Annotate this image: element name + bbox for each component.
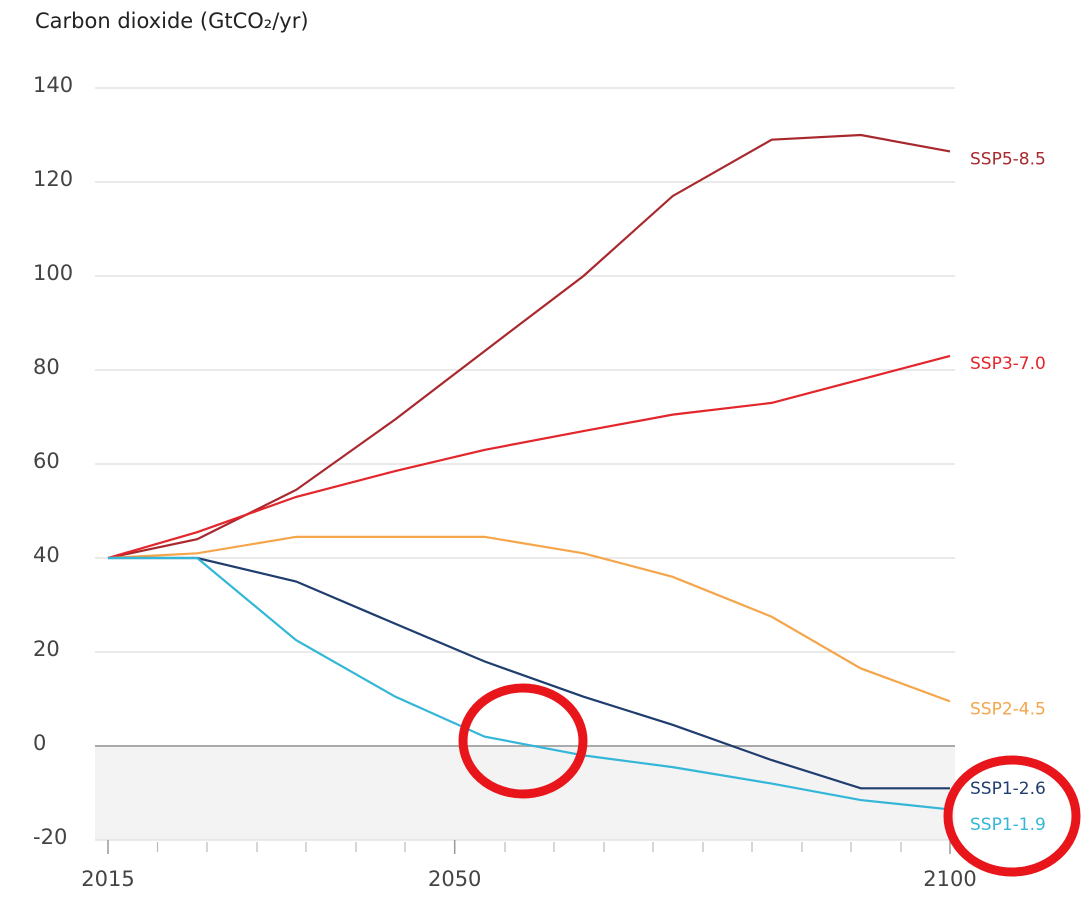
- series-label: SSP5-8.5: [970, 149, 1046, 169]
- y-tick-label: 0: [33, 731, 46, 755]
- series-line: [108, 556, 951, 811]
- y-tick-label: 140: [33, 73, 73, 97]
- y-tick-label: 20: [33, 637, 60, 661]
- series-label: SSP1-1.9: [970, 815, 1046, 835]
- series-line: [107, 535, 951, 703]
- series-label: SSP1-2.6: [970, 779, 1046, 799]
- plot: -20 0 20 40 60 80 100 120 140 2015 2050 2100 SSP5-8.…: [33, 73, 1046, 891]
- y-tick-label: 80: [33, 355, 60, 379]
- x-tick-label: 2015: [81, 867, 134, 891]
- x-tick-label: 2100: [923, 867, 976, 891]
- y-tick-label: 60: [33, 449, 60, 473]
- y-tick-label: 120: [33, 167, 73, 191]
- minor-ticks: [156, 842, 902, 852]
- series-line: [108, 556, 950, 790]
- series-label: SSP2-4.5: [970, 699, 1046, 719]
- series-label: SSP3-7.0: [970, 354, 1046, 374]
- highlight-circle: [943, 755, 1081, 877]
- highlight-circle: [458, 683, 588, 799]
- y-tick-label: 100: [33, 261, 73, 285]
- chart-title: Carbon dioxide (GtCO₂/yr): [35, 9, 309, 33]
- series-line: [107, 354, 951, 560]
- y-tick-label: 40: [33, 543, 60, 567]
- x-tick-label: 2050: [428, 867, 481, 891]
- series-line: [107, 133, 951, 560]
- y-tick-label: -20: [33, 825, 67, 849]
